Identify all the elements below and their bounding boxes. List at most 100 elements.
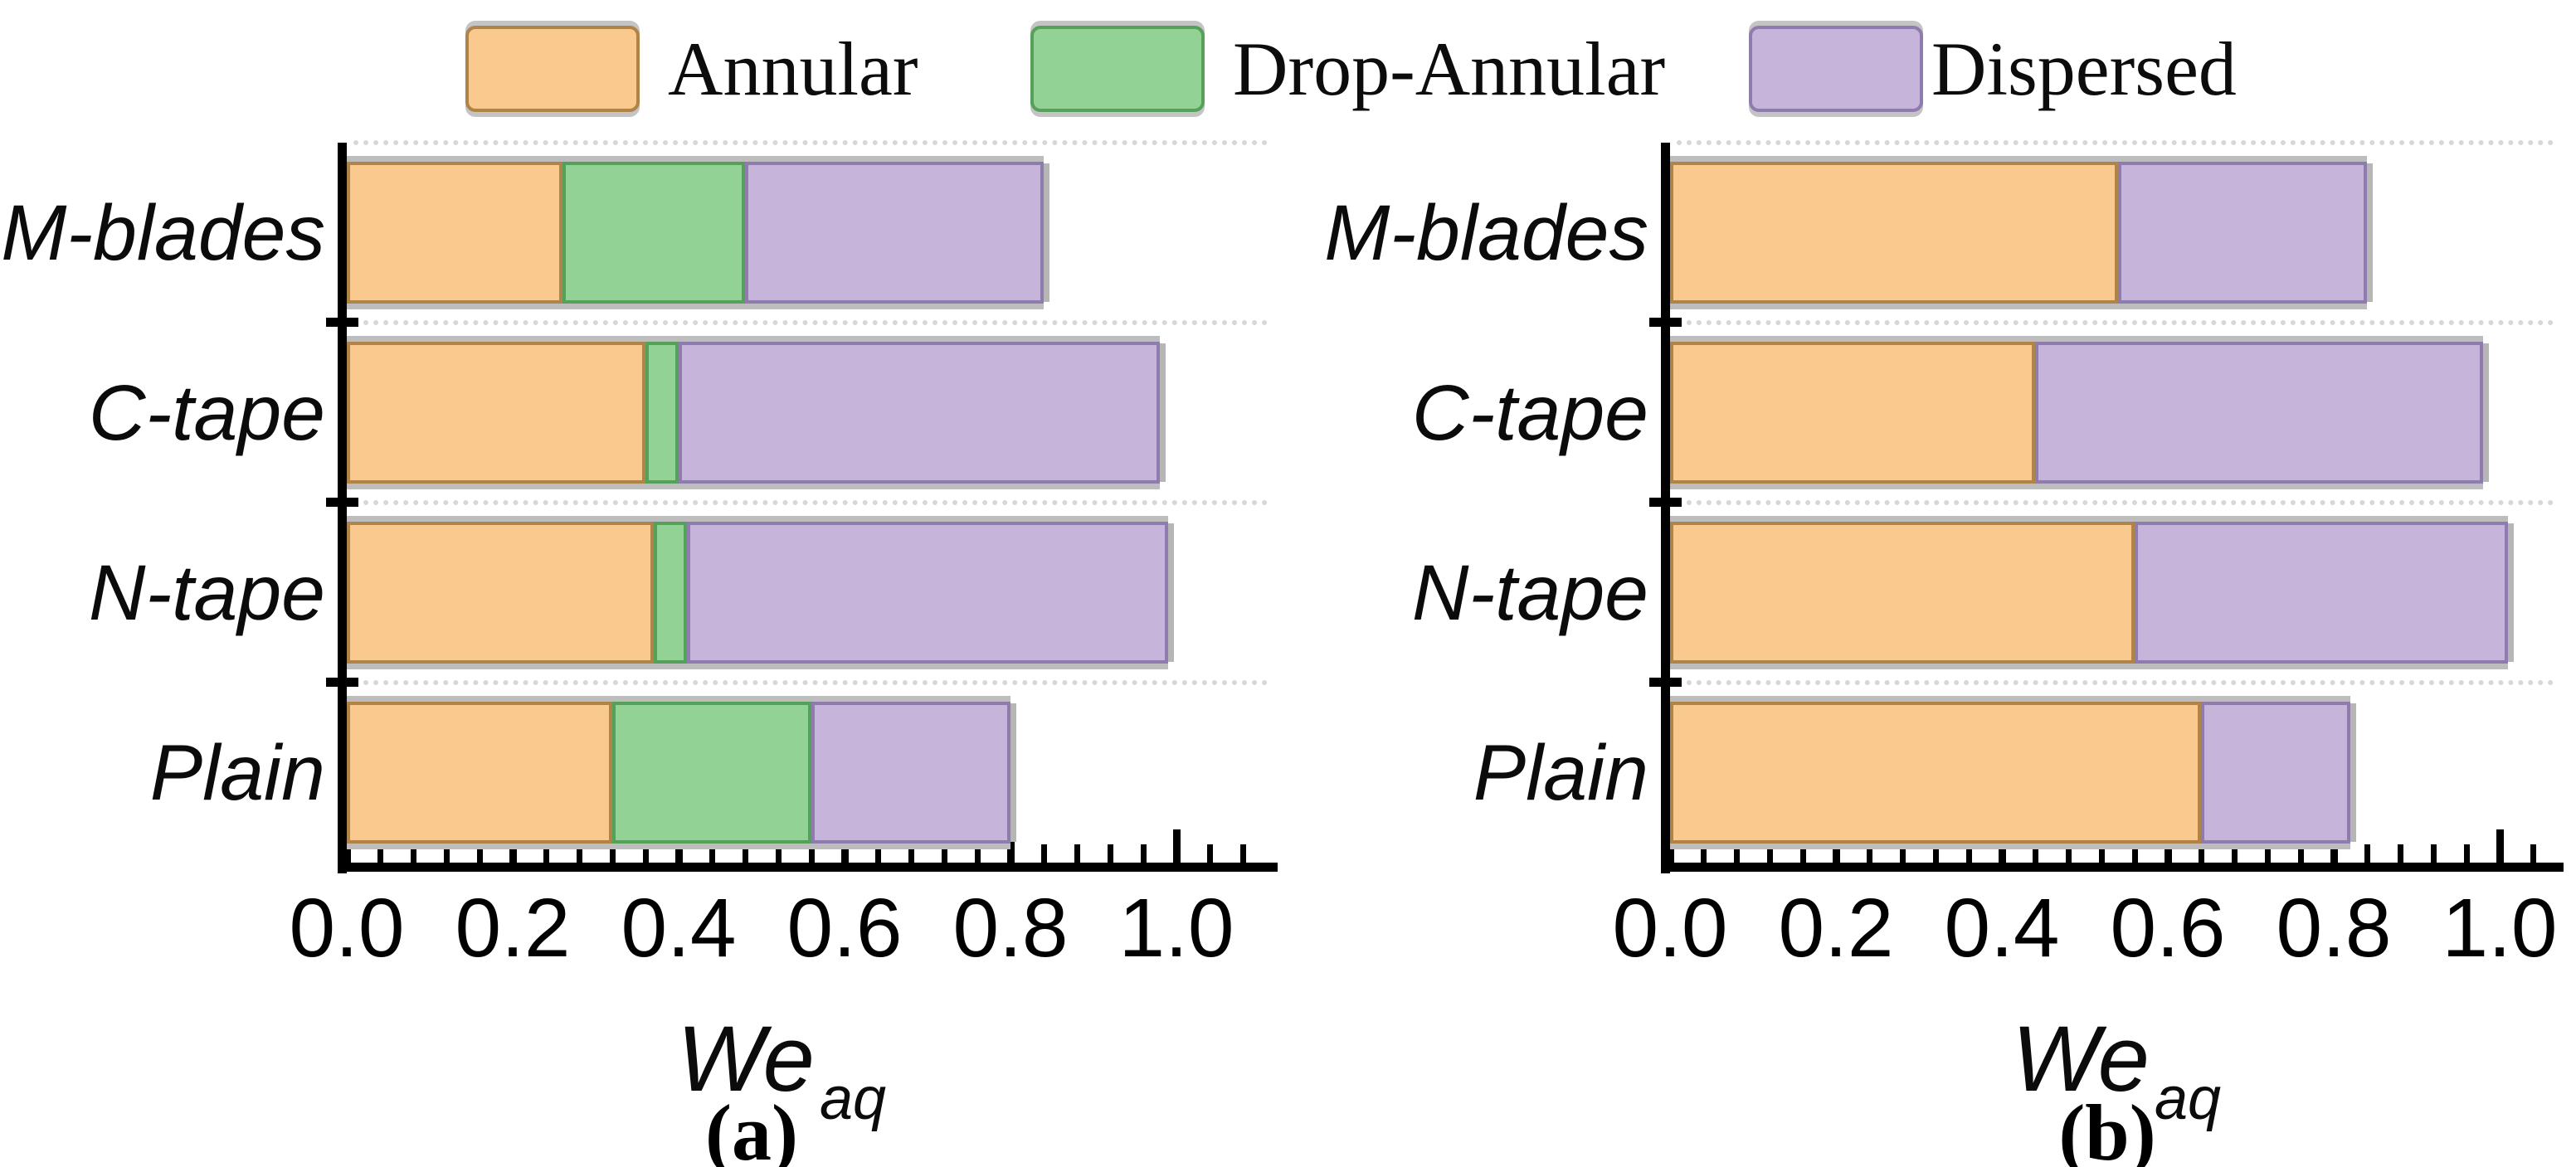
bar-segment-annular — [1670, 162, 2118, 304]
category-label-plain-b: Plain — [1473, 728, 1648, 817]
x-minor-tick-a — [908, 844, 914, 863]
x-tick-label-b: 0.8 — [2276, 882, 2392, 975]
x-axis-title-base-a: We — [676, 1007, 815, 1111]
bar-segment-dispersed — [679, 342, 1160, 484]
y-axis-a — [338, 143, 347, 873]
x-tick-label-a: 0.4 — [621, 882, 737, 975]
x-minor-tick-a — [643, 844, 649, 863]
bar-segment-dispersed — [2118, 162, 2367, 304]
x-minor-tick-a — [809, 844, 815, 863]
y-tick-a — [326, 498, 358, 507]
x-minor-tick-b — [1867, 844, 1872, 863]
x-minor-tick-a — [743, 844, 748, 863]
x-minor-tick-b — [2464, 844, 2470, 863]
gridline-b — [1677, 500, 2554, 505]
legend-item-drop-annular: Drop-Annular — [1030, 25, 1665, 113]
x-axis-title-subscript-b: aq — [2154, 1066, 2222, 1132]
bar-segment-drop-annular — [562, 162, 745, 304]
x-major-tick-a — [509, 829, 517, 863]
x-minor-tick-b — [1800, 844, 1806, 863]
x-minor-tick-b — [1701, 844, 1707, 863]
x-tick-label-a: 0.0 — [289, 882, 405, 975]
bar-segment-dispersed — [2035, 342, 2483, 484]
x-tick-label-b: 0.0 — [1612, 882, 1728, 975]
x-minor-tick-b — [2066, 844, 2072, 863]
bar-segment-dispersed — [811, 702, 1010, 844]
legend-label-drop-annular: Drop-Annular — [1233, 27, 1666, 111]
gridline-a — [353, 320, 1268, 325]
x-major-tick-b — [1999, 829, 2006, 863]
x-minor-tick-a — [477, 844, 483, 863]
x-minor-tick-b — [2398, 844, 2403, 863]
x-tick-label-b: 0.4 — [1944, 882, 2060, 975]
x-major-tick-b — [2496, 829, 2504, 863]
bar-segment-annular — [1670, 522, 2135, 664]
x-minor-tick-a — [610, 844, 616, 863]
category-label-m-blades-b: M-blades — [1324, 188, 1648, 277]
bar-c-tape-a — [347, 342, 1160, 484]
x-minor-tick-b — [1966, 844, 1972, 863]
bar-segment-drop-annular — [645, 342, 679, 484]
gridline-a — [353, 500, 1268, 505]
bar-m-blades-b — [1670, 162, 2367, 304]
x-minor-tick-a — [875, 844, 881, 863]
bar-segment-drop-annular — [612, 702, 811, 844]
x-tick-label-a: 0.8 — [952, 882, 1069, 975]
x-axis-title-b: Weaq — [1699, 1005, 2529, 1132]
x-minor-tick-b — [2199, 844, 2204, 863]
x-major-tick-b — [2165, 829, 2172, 863]
gridline-b — [1677, 680, 2554, 685]
x-minor-tick-b — [2298, 844, 2304, 863]
x-minor-tick-a — [709, 844, 715, 863]
panel-caption-b: (b) — [2058, 1088, 2156, 1167]
x-minor-tick-a — [1207, 844, 1213, 863]
x-minor-tick-a — [444, 844, 450, 863]
y-tick-b — [1649, 318, 1682, 327]
legend-label-annular: Annular — [668, 27, 918, 111]
x-minor-tick-b — [2530, 844, 2536, 863]
legend-item-dispersed: Dispersed — [1749, 25, 2237, 113]
x-minor-tick-a — [942, 844, 947, 863]
x-tick-label-b: 0.6 — [2110, 882, 2226, 975]
bar-segment-dispersed — [745, 162, 1044, 304]
gridline-b — [1677, 140, 2554, 145]
x-tick-label-a: 0.6 — [786, 882, 903, 975]
bar-segment-drop-annular — [654, 522, 687, 664]
y-tick-a — [326, 318, 358, 327]
bar-m-blades-a — [347, 162, 1044, 304]
x-minor-tick-b — [2232, 844, 2238, 863]
bar-n-tape-a — [347, 522, 1168, 664]
x-minor-tick-b — [2364, 844, 2370, 863]
x-axis-title-base-b: We — [2011, 1007, 2150, 1111]
legend-label-dispersed: Dispersed — [1931, 27, 2237, 111]
y-tick-a — [326, 678, 358, 687]
y-axis-b — [1661, 143, 1670, 873]
x-minor-tick-a — [1141, 844, 1147, 863]
bar-segment-annular — [347, 702, 612, 844]
panel-caption-a: (a) — [705, 1088, 798, 1167]
bar-segment-annular — [347, 342, 645, 484]
legend: Annular Drop-Annular Dispersed — [0, 0, 2576, 124]
x-minor-tick-a — [1240, 844, 1246, 863]
x-major-tick-a — [343, 829, 351, 863]
bar-plain-b — [1670, 702, 2350, 844]
x-minor-tick-a — [1108, 844, 1113, 863]
x-minor-tick-a — [1074, 844, 1080, 863]
gridline-b — [1677, 320, 2554, 325]
x-minor-tick-b — [2099, 844, 2105, 863]
x-minor-tick-b — [2033, 844, 2038, 863]
x-minor-tick-b — [1767, 844, 1773, 863]
bar-segment-dispersed — [2201, 702, 2350, 844]
x-minor-tick-b — [2431, 844, 2437, 863]
x-major-tick-a — [1007, 829, 1015, 863]
category-label-c-tape-b: C-tape — [1411, 368, 1648, 457]
legend-item-annular: Annular — [465, 25, 918, 113]
x-axis-title-a: Weaq — [364, 1005, 1194, 1132]
x-minor-tick-a — [975, 844, 981, 863]
x-major-tick-b — [1833, 829, 1840, 863]
x-minor-tick-b — [2132, 844, 2138, 863]
x-axis-b — [1661, 863, 2564, 872]
x-minor-tick-a — [377, 844, 383, 863]
x-tick-label-a: 1.0 — [1118, 882, 1234, 975]
